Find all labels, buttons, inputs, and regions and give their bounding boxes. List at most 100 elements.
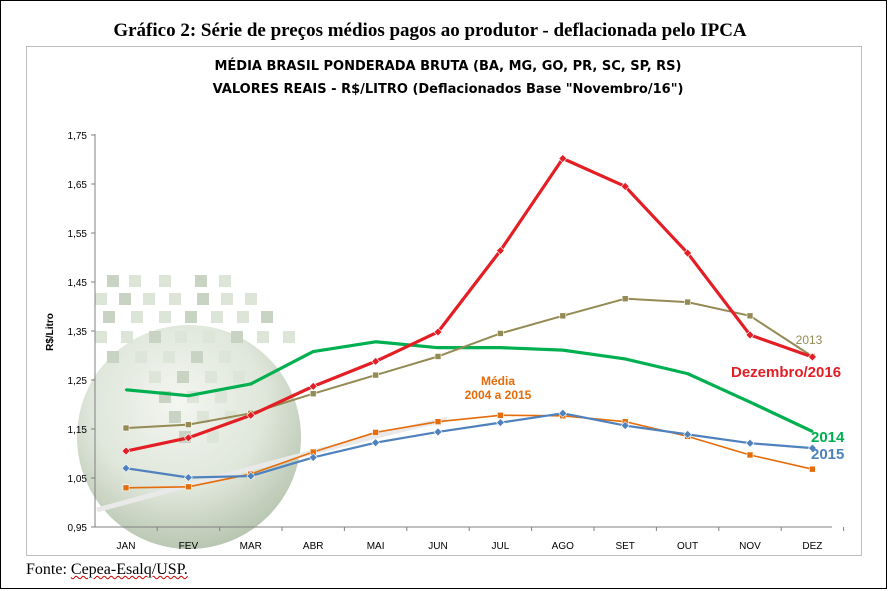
x-tick-label: AGO xyxy=(552,541,574,552)
series-dezembro-2016 xyxy=(121,154,817,456)
x-tick-label: ABR xyxy=(303,541,324,552)
x-tick-label: SET xyxy=(615,541,634,552)
data-point xyxy=(748,400,752,404)
decorative-square xyxy=(219,351,231,363)
x-tick-label: JAN xyxy=(117,541,136,552)
decorative-square xyxy=(169,293,181,305)
data-point xyxy=(495,418,505,428)
data-point xyxy=(561,348,564,352)
source-note: Fonte: Cepea-Esalq/USP. xyxy=(26,561,188,579)
decorative-square xyxy=(149,371,161,383)
data-point xyxy=(809,465,816,473)
data-point xyxy=(620,421,630,430)
decorative-square xyxy=(131,311,143,323)
x-tick-label: FEV xyxy=(179,541,199,552)
data-point xyxy=(497,330,504,337)
series-2014 xyxy=(124,340,814,433)
x-tick-label: MAI xyxy=(367,541,385,552)
decorative-square xyxy=(149,331,161,343)
data-point xyxy=(187,394,190,397)
data-point xyxy=(686,372,689,375)
decorative-square xyxy=(119,293,131,305)
decorative-square xyxy=(159,311,171,323)
decorative-square xyxy=(159,275,171,287)
decorative-square xyxy=(169,411,181,423)
data-point xyxy=(246,471,256,481)
data-point xyxy=(434,418,442,425)
data-point xyxy=(122,484,130,492)
data-point xyxy=(433,427,443,437)
data-point xyxy=(372,429,379,436)
x-tick-label: NOV xyxy=(739,541,761,552)
series-label: 2015 xyxy=(811,446,844,463)
data-point xyxy=(746,451,754,459)
decorative-square xyxy=(143,293,155,305)
data-point xyxy=(620,182,630,191)
data-point xyxy=(807,352,817,362)
data-point xyxy=(183,433,193,443)
data-point xyxy=(372,371,379,379)
data-point xyxy=(495,246,505,256)
data-point xyxy=(121,446,131,456)
decorative-square xyxy=(215,391,227,403)
data-point xyxy=(249,382,252,386)
series-label: 2014 xyxy=(811,429,845,446)
data-point xyxy=(558,408,568,418)
y-tick-label: 1,45 xyxy=(68,278,88,289)
y-tick-label: 1,25 xyxy=(68,376,88,387)
series-2015 xyxy=(121,408,817,482)
decorative-square xyxy=(107,275,119,287)
series-label-line: Dezembro/2016 xyxy=(731,364,841,381)
decorative-square xyxy=(121,331,133,343)
decorative-swoosh xyxy=(96,416,448,513)
chart-subtitle-2: VALORES REAIS - R$/LITRO (Deflacionados … xyxy=(213,82,684,97)
data-point xyxy=(246,410,256,420)
y-tick-label: 1,35 xyxy=(68,327,88,338)
data-point xyxy=(434,353,442,360)
decorative-square xyxy=(203,331,215,343)
decorative-square xyxy=(205,371,217,383)
series-line xyxy=(125,156,813,453)
decorative-square xyxy=(129,275,141,287)
series-label-line: 2015 xyxy=(811,446,844,463)
y-tick-label: 1,05 xyxy=(68,474,88,485)
data-point xyxy=(121,463,131,473)
y-tick-label: 1,55 xyxy=(68,229,88,240)
data-point xyxy=(309,390,317,398)
data-point xyxy=(371,356,381,366)
y-tick-label: 1,15 xyxy=(68,425,88,436)
decorative-square xyxy=(207,431,219,443)
decorative-square xyxy=(197,411,209,423)
y-tick-label: 1,65 xyxy=(68,180,88,191)
decorative-square xyxy=(103,311,115,323)
page-title: Gráfico 2: Série de preços médios pagos … xyxy=(113,20,747,41)
data-point xyxy=(122,424,130,432)
decorative-square xyxy=(257,331,269,343)
series-line xyxy=(125,412,813,479)
series-label-line: Média xyxy=(481,374,515,388)
decorative-square xyxy=(135,351,147,363)
data-point xyxy=(683,248,693,258)
series-label-line: 2014 xyxy=(811,429,845,446)
data-point xyxy=(312,350,315,353)
y-axis-label: R$/Litro xyxy=(45,313,56,351)
data-point xyxy=(684,298,691,306)
data-point xyxy=(745,438,755,448)
line-chart: MÉDIA BRASIL PONDERADA BRUTA (BA, MG, GO… xyxy=(45,58,845,552)
x-tick-label: JUL xyxy=(492,541,510,552)
data-point xyxy=(807,443,817,453)
data-point xyxy=(183,473,193,482)
series-line xyxy=(125,297,813,430)
decorative-square xyxy=(175,331,187,343)
data-point xyxy=(436,346,440,349)
data-point xyxy=(308,381,318,391)
decorative-square xyxy=(233,371,245,383)
decorative-background-graphic xyxy=(77,275,448,549)
x-tick-label: JUN xyxy=(428,541,447,552)
decorative-square xyxy=(107,351,119,363)
data-point xyxy=(185,483,192,491)
data-point xyxy=(621,295,629,302)
decorative-square xyxy=(221,293,233,305)
series-label: Média 2004 a 2015 xyxy=(465,374,532,402)
